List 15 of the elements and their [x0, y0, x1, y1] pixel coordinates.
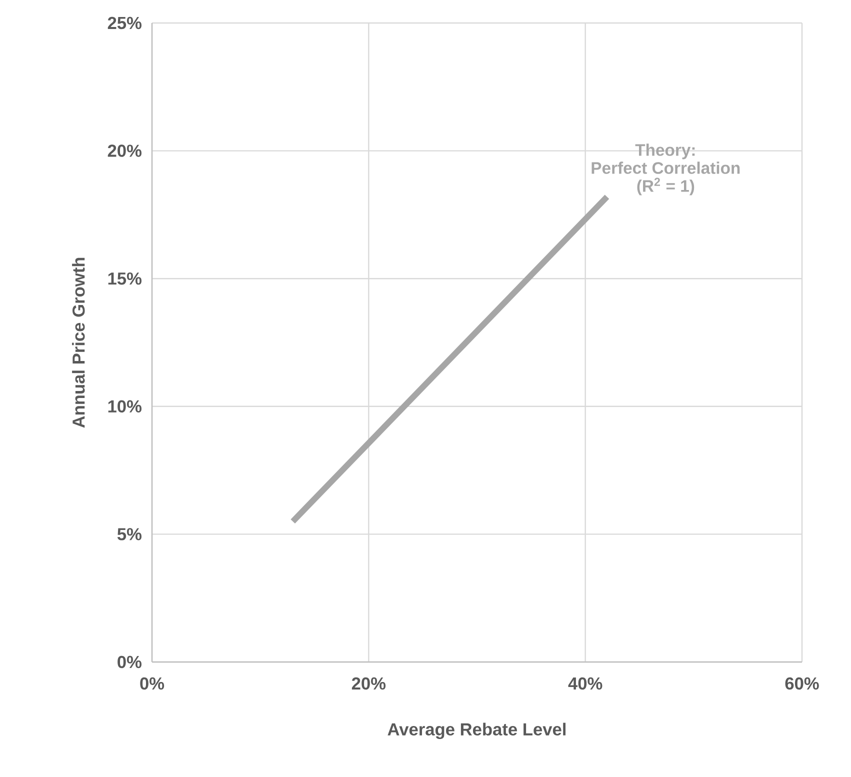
- x-axis-title: Average Rebate Level: [388, 722, 566, 740]
- y-tick-label: 20%: [108, 144, 142, 157]
- y-axis-title: Annual Price Growth: [72, 258, 85, 428]
- annotation: (R$^{2}$ = 1): [637, 178, 694, 196]
- annotation: Theory:: [635, 144, 695, 160]
- annotation: Perfect Correlation: [592, 162, 740, 174]
- x-tick-label: 40%: [568, 677, 602, 690]
- y-tick-label: 25%: [108, 16, 142, 30]
- y-tick-label: 10%: [108, 400, 142, 413]
- y-tick-label: 5%: [117, 528, 142, 540]
- x-tick-label: 60%: [785, 677, 819, 690]
- y-tick-label: 15%: [108, 272, 142, 285]
- y-tick-label: 0%: [118, 656, 142, 668]
- x-tick-label: 20%: [352, 677, 386, 690]
- x-tick-label: 0%: [140, 677, 164, 690]
